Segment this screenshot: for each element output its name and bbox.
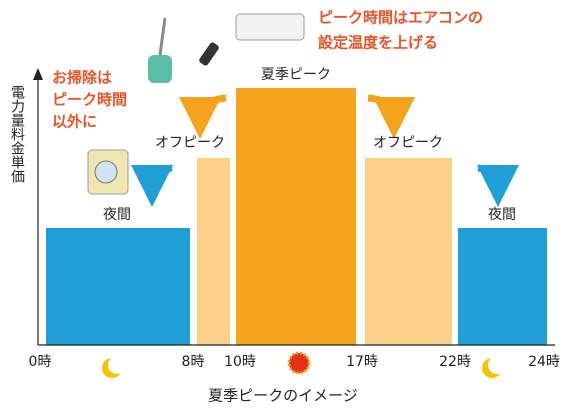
arrow: [476, 164, 519, 207]
time-label: 22時: [439, 354, 471, 370]
night-bar: [46, 228, 190, 345]
moon-icon: [108, 356, 126, 374]
note: ピーク時間はエアコンの: [318, 9, 483, 27]
moon-icon: [488, 356, 506, 374]
time-label: 10時: [224, 354, 256, 370]
cleaner-icon: [148, 55, 172, 83]
note: 以外に: [52, 113, 97, 131]
arrow: [179, 94, 227, 139]
remote-icon: [199, 42, 219, 66]
segment-label: オフピーク: [373, 135, 443, 151]
washer-icon: [94, 160, 118, 184]
offpeak-bar: [197, 158, 230, 345]
segment-label: 夏季ピーク: [261, 67, 331, 83]
offpeak-bar: [365, 158, 452, 345]
y-axis-label: 電力量料金単価: [9, 85, 25, 183]
time-label: 8時: [182, 354, 205, 370]
segment-label: 夜間: [488, 207, 516, 223]
cleaner-icon: [158, 17, 167, 56]
note: ピーク時間: [52, 91, 127, 109]
title: 夏季ピークのイメージ: [208, 387, 358, 405]
night-bar: [458, 228, 547, 345]
time-label: 24時: [528, 354, 560, 370]
sun-icon: [287, 351, 311, 375]
arrow: [367, 94, 415, 139]
time-label: 0時: [29, 354, 52, 370]
segment-label: オフピーク: [155, 135, 225, 151]
axis-arrow: [33, 68, 43, 80]
time-label: 17時: [346, 354, 378, 370]
note: 設定温度を上げる: [318, 34, 438, 52]
arrow: [131, 164, 174, 207]
aircon-icon: [235, 13, 305, 41]
note: お掃除は: [52, 69, 112, 87]
segment-label: 夜間: [103, 207, 131, 223]
peak-bar: [236, 88, 356, 345]
